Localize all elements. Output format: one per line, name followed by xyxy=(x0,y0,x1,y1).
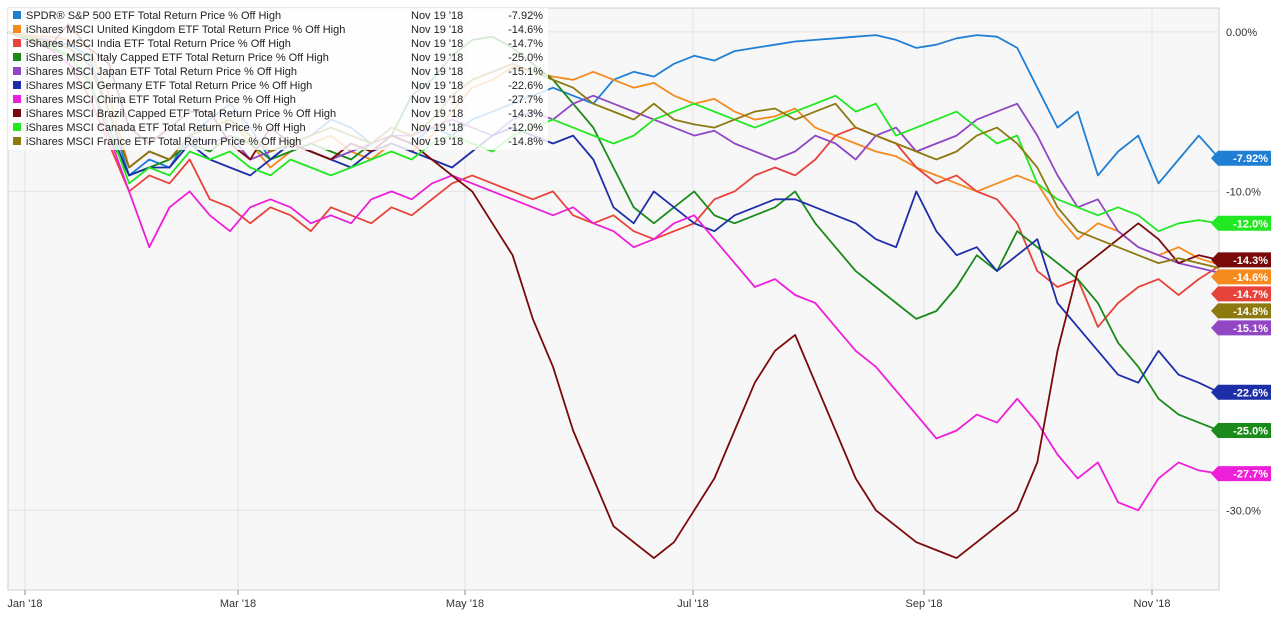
legend-swatch xyxy=(13,123,21,131)
y-tick-label: 0.00% xyxy=(1226,27,1257,39)
legend-entry: iShares MSCI United Kingdom ETF Total Re… xyxy=(13,24,543,36)
y-tick-label: -30.0% xyxy=(1226,505,1261,517)
legend-box xyxy=(8,8,548,150)
y-axis: 0.00% -10.0% -30.0% xyxy=(1226,27,1261,517)
end-value-tag-bg xyxy=(1211,150,1271,166)
end-value-tag-bg xyxy=(1211,269,1271,285)
end-value-tag-bg xyxy=(1211,303,1271,319)
legend-swatch xyxy=(13,53,21,61)
series-line xyxy=(7,31,1220,432)
end-value-tag: -14.3% xyxy=(1211,252,1271,268)
end-value-tag-text: -7.92% xyxy=(1233,153,1268,165)
legend-value: -14.8% xyxy=(508,136,543,148)
legend-date: Nov 19 '18 xyxy=(411,66,463,78)
x-tick-label: Mar '18 xyxy=(220,598,256,610)
legend-value: -14.7% xyxy=(508,38,543,50)
legend-series-name: iShares MSCI China ETF Total Return Pric… xyxy=(26,94,296,106)
end-value-tag-text: -15.1% xyxy=(1233,323,1268,335)
legend-series-name: iShares MSCI Canada ETF Total Return Pri… xyxy=(26,122,306,134)
legend-value: -25.0% xyxy=(508,52,543,64)
legend: SPDR® S&P 500 ETF Total Return Price % O… xyxy=(8,8,548,150)
end-value-tag-text: -25.0% xyxy=(1233,426,1268,438)
end-value-tag-bg xyxy=(1211,320,1271,336)
legend-value: -22.6% xyxy=(508,80,543,92)
legend-date: Nov 19 '18 xyxy=(411,24,463,36)
series-line xyxy=(7,31,1220,328)
end-value-tag-text: -27.7% xyxy=(1233,469,1268,481)
legend-date: Nov 19 '18 xyxy=(411,136,463,148)
legend-entry: iShares MSCI France ETF Total Return Pri… xyxy=(13,136,543,148)
end-value-tag: -25.0% xyxy=(1211,423,1271,439)
legend-series-name: iShares MSCI India ETF Total Return Pric… xyxy=(26,38,291,50)
x-axis: Jan '18 Mar '18 May '18 Jul '18 Sep '18 Nov '… xyxy=(7,590,1170,610)
x-tick-label: May '18 xyxy=(446,598,484,610)
end-value-tag: -15.1% xyxy=(1211,320,1271,336)
end-value-tag: -12.0% xyxy=(1211,215,1271,231)
end-value-tag-bg xyxy=(1211,215,1271,231)
legend-swatch xyxy=(13,67,21,75)
end-value-tag-text: -22.6% xyxy=(1233,387,1268,399)
x-tick-label: Sep '18 xyxy=(906,598,943,610)
legend-series-name: iShares MSCI France ETF Total Return Pri… xyxy=(26,136,301,148)
legend-value: -27.7% xyxy=(508,94,543,106)
legend-swatch xyxy=(13,137,21,145)
legend-swatch xyxy=(13,109,21,117)
x-tick-label: Nov '18 xyxy=(1134,598,1171,610)
legend-swatch xyxy=(13,95,21,103)
legend-entry: iShares MSCI China ETF Total Return Pric… xyxy=(13,94,543,106)
end-value-tag: -22.6% xyxy=(1211,384,1271,400)
end-value-tag: -14.7% xyxy=(1211,286,1271,302)
end-value-tag-bg xyxy=(1211,384,1271,400)
legend-swatch xyxy=(13,39,21,47)
y-tick-label: -10.0% xyxy=(1226,186,1261,198)
legend-entry: iShares MSCI Canada ETF Total Return Pri… xyxy=(13,122,543,134)
legend-entry: iShares MSCI Germany ETF Total Return Pr… xyxy=(13,80,543,92)
legend-value: -7.92% xyxy=(508,10,543,22)
series-line xyxy=(7,31,1220,512)
end-value-tag-text: -14.6% xyxy=(1233,272,1268,284)
legend-date: Nov 19 '18 xyxy=(411,94,463,106)
legend-date: Nov 19 '18 xyxy=(411,10,463,22)
end-labels: -7.92% -12.0% -14.3% -14.6% -14.7% -14.8% -15.… xyxy=(1211,150,1271,482)
end-value-tag: -27.7% xyxy=(1211,466,1271,482)
legend-entry: iShares MSCI Japan ETF Total Return Pric… xyxy=(13,66,543,78)
legend-series-name: SPDR® S&P 500 ETF Total Return Price % O… xyxy=(26,10,281,22)
legend-date: Nov 19 '18 xyxy=(411,108,463,120)
x-tick-label: Jan '18 xyxy=(7,598,42,610)
x-tick-label: Jul '18 xyxy=(677,598,708,610)
end-value-tag: -7.92% xyxy=(1211,150,1271,166)
legend-series-name: iShares MSCI Germany ETF Total Return Pr… xyxy=(26,80,312,92)
legend-entry: SPDR® S&P 500 ETF Total Return Price % O… xyxy=(13,10,543,22)
legend-entry: iShares MSCI India ETF Total Return Pric… xyxy=(13,38,543,50)
legend-date: Nov 19 '18 xyxy=(411,52,463,64)
end-value-tag: -14.6% xyxy=(1211,269,1271,285)
legend-value: -12.0% xyxy=(508,122,543,134)
legend-series-name: iShares MSCI Brazil Capped ETF Total Ret… xyxy=(26,108,336,120)
end-value-tag-text: -14.3% xyxy=(1233,255,1268,267)
legend-swatch xyxy=(13,25,21,33)
legend-date: Nov 19 '18 xyxy=(411,80,463,92)
legend-value: -14.6% xyxy=(508,24,543,36)
legend-entry: iShares MSCI Italy Capped ETF Total Retu… xyxy=(13,52,543,64)
legend-swatch xyxy=(13,81,21,89)
end-value-tag-bg xyxy=(1211,286,1271,302)
legend-date: Nov 19 '18 xyxy=(411,122,463,134)
end-value-tag-bg xyxy=(1211,252,1271,268)
legend-value: -14.3% xyxy=(508,108,543,120)
legend-entry: iShares MSCI Brazil Capped ETF Total Ret… xyxy=(13,108,543,120)
legend-series-name: iShares MSCI Japan ETF Total Return Pric… xyxy=(26,66,297,78)
legend-value: -15.1% xyxy=(508,66,543,78)
end-value-tag: -14.8% xyxy=(1211,303,1271,319)
legend-date: Nov 19 '18 xyxy=(411,38,463,50)
end-value-tag-bg xyxy=(1211,466,1271,482)
legend-series-name: iShares MSCI Italy Capped ETF Total Retu… xyxy=(26,52,329,64)
end-value-tag-bg xyxy=(1211,423,1271,439)
end-value-tag-text: -14.7% xyxy=(1233,289,1268,301)
legend-swatch xyxy=(13,11,21,19)
end-value-tag-text: -12.0% xyxy=(1233,218,1268,230)
series-line xyxy=(7,31,1220,233)
end-value-tag-text: -14.8% xyxy=(1233,306,1268,318)
legend-series-name: iShares MSCI United Kingdom ETF Total Re… xyxy=(26,24,345,36)
